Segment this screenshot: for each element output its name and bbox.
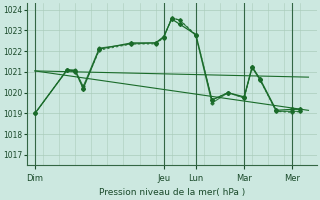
X-axis label: Pression niveau de la mer( hPa ): Pression niveau de la mer( hPa ) xyxy=(99,188,245,197)
